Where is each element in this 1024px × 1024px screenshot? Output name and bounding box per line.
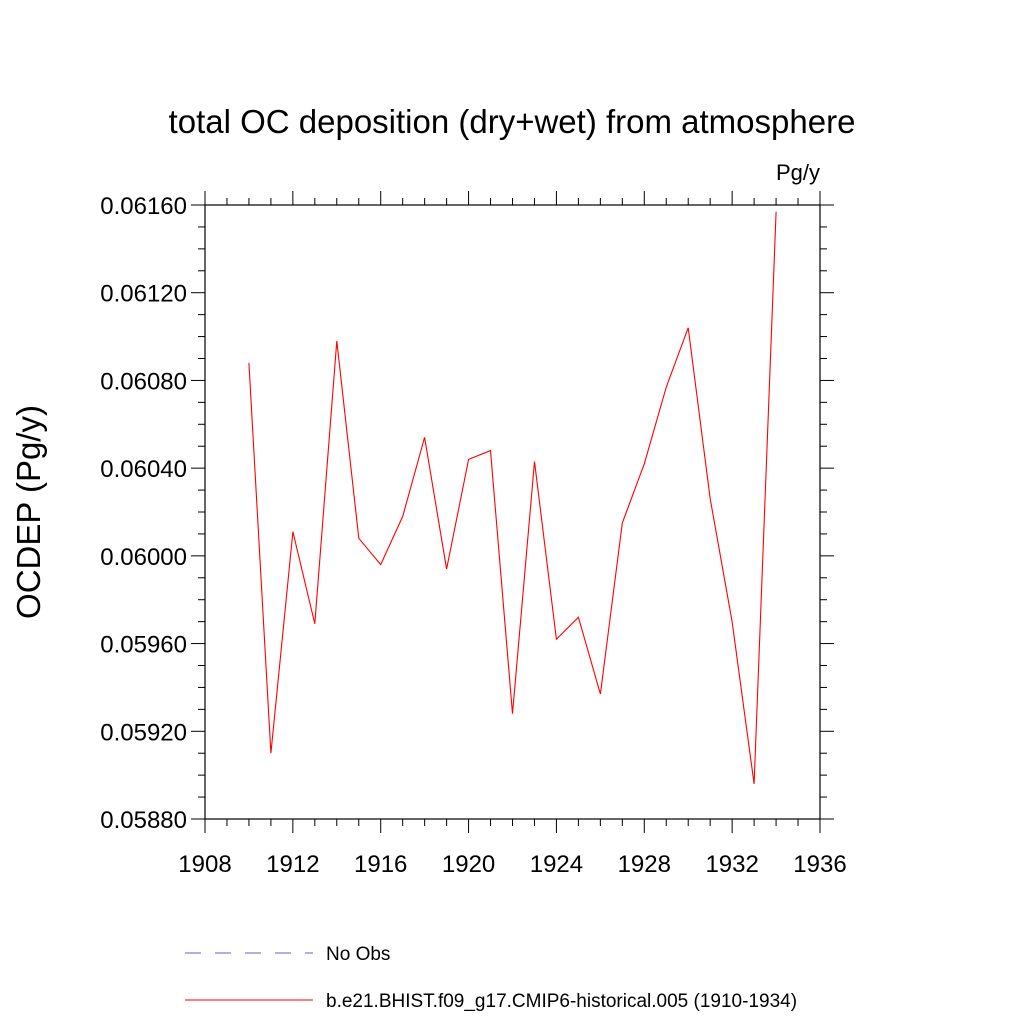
y-tick-label: 0.05920 <box>100 719 187 746</box>
legend-label: No Obs <box>326 944 390 965</box>
y-tick-label: 0.05960 <box>100 632 187 659</box>
y-tick-label: 0.06000 <box>100 544 187 571</box>
legend-label: b.e21.BHIST.f09_g17.CMIP6-historical.005… <box>326 991 797 1012</box>
x-tick-label: 1936 <box>793 851 846 878</box>
y-tick-label: 0.06120 <box>100 281 187 308</box>
units-label: Pg/y <box>776 160 820 185</box>
y-axis-label: OCDEP (Pg/y) <box>10 405 47 619</box>
x-tick-label: 1928 <box>618 851 671 878</box>
legend: No Obs b.e21.BHIST.f09_g17.CMIP6-historic… <box>185 944 797 1012</box>
x-tick-label: 1932 <box>705 851 758 878</box>
tick-labels: 1908 1912 1916 1920 1924 1928 1932 1936 0.05880 0… <box>100 193 846 878</box>
y-tick-label: 0.06080 <box>100 368 187 395</box>
series-line-0 <box>248 211 777 784</box>
axis-ticks <box>191 191 834 833</box>
y-tick-label: 0.06160 <box>100 193 187 220</box>
series-group <box>248 211 777 784</box>
chart-title: total OC deposition (dry+wet) from atmos… <box>169 103 856 140</box>
x-tick-label: 1912 <box>266 851 319 878</box>
x-tick-label: 1920 <box>442 851 495 878</box>
x-tick-label: 1916 <box>354 851 407 878</box>
x-tick-label: 1924 <box>530 851 583 878</box>
y-tick-label: 0.05880 <box>100 807 187 834</box>
y-tick-label: 0.06040 <box>100 456 187 483</box>
x-tick-label: 1908 <box>178 851 231 878</box>
plot-frame <box>204 204 821 820</box>
